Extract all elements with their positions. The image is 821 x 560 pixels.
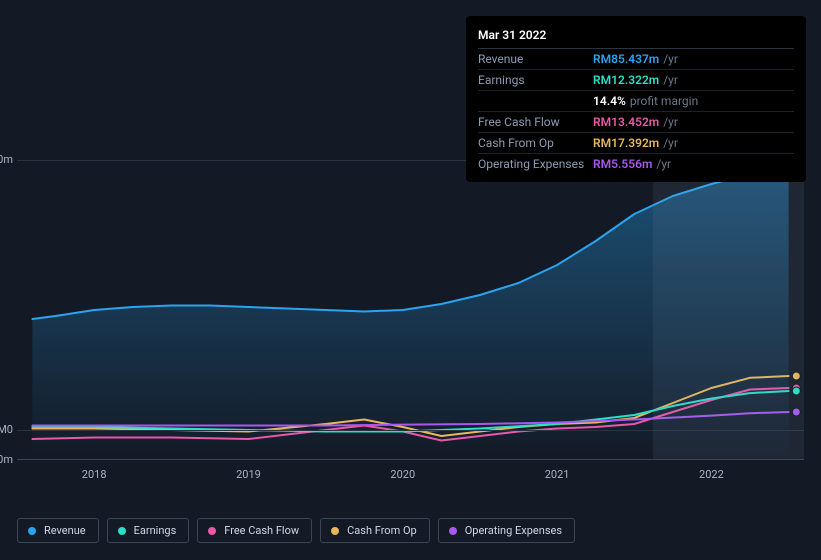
legend-marker-icon: [449, 527, 457, 535]
x-axis-label: 2020: [390, 468, 415, 481]
tooltip-row: Cash From OpRM17.392m/yr: [478, 133, 794, 154]
legend-item-operating-expenses[interactable]: Operating Expenses: [438, 518, 575, 543]
tooltip-profit-margin: 14.4%profit margin: [478, 91, 794, 112]
tooltip-row-suffix: /yr: [663, 115, 678, 129]
legend-marker-icon: [208, 527, 216, 535]
tooltip-row-label: Free Cash Flow: [478, 115, 593, 129]
tooltip-row-label: Revenue: [478, 52, 593, 66]
x-axis: 2018 2019 2020 2021 2022: [17, 468, 804, 488]
y-axis-label: RM0: [0, 423, 17, 436]
legend-marker-icon: [331, 527, 339, 535]
legend-item-label: Earnings: [134, 524, 177, 537]
legend-item-label: Revenue: [44, 524, 86, 537]
tooltip-row-label: Cash From Op: [478, 136, 593, 150]
y-axis-label: RM90m: [0, 153, 17, 166]
earnings-revenue-chart: RM90mRM0-RM10m 2018 2019 2020 2021 2022: [17, 160, 804, 488]
cursor-highlight-band: [653, 160, 804, 459]
tooltip-row: RevenueRM85.437m/yr: [478, 49, 794, 70]
tooltip-row-suffix: /yr: [663, 52, 678, 66]
legend-marker-icon: [118, 527, 126, 535]
tooltip-row-label: Operating Expenses: [478, 157, 593, 171]
legend-item-label: Cash From Op: [347, 524, 417, 537]
tooltip-rows: RevenueRM85.437m/yrEarningsRM12.322m/yr1…: [478, 49, 794, 174]
tooltip-row-label: Earnings: [478, 73, 593, 87]
tooltip-row-suffix: /yr: [663, 73, 678, 87]
x-axis-label: 2019: [236, 468, 261, 481]
tooltip-row: EarningsRM12.322m/yr: [478, 70, 794, 91]
chart-tooltip: Mar 31 2022 RevenueRM85.437m/yrEarningsR…: [466, 16, 806, 182]
legend-item-label: Operating Expenses: [465, 524, 562, 537]
x-axis-label: 2021: [545, 468, 570, 481]
legend-item-revenue[interactable]: Revenue: [17, 518, 99, 543]
tooltip-row-value: RM12.322m: [593, 73, 659, 87]
tooltip-row-value: RM5.556m: [593, 157, 652, 171]
tooltip-row-suffix: /yr: [663, 136, 678, 150]
tooltip-row-value: RM17.392m: [593, 136, 659, 150]
x-axis-label: 2018: [82, 468, 107, 481]
legend-item-label: Free Cash Flow: [224, 524, 299, 537]
chart-plot-area[interactable]: RM90mRM0-RM10m: [17, 160, 804, 460]
tooltip-row-value: RM85.437m: [593, 52, 659, 66]
tooltip-row: Operating ExpensesRM5.556m/yr: [478, 154, 794, 174]
tooltip-row: Free Cash FlowRM13.452m/yr: [478, 112, 794, 133]
tooltip-row-suffix: /yr: [656, 157, 671, 171]
legend-item-free-cash-flow[interactable]: Free Cash Flow: [197, 518, 312, 543]
chart-legend: Revenue Earnings Free Cash Flow Cash From O…: [17, 518, 575, 543]
legend-item-cash-from-op[interactable]: Cash From Op: [320, 518, 430, 543]
tooltip-row-value: RM13.452m: [593, 115, 659, 129]
legend-item-earnings[interactable]: Earnings: [107, 518, 190, 543]
x-axis-label: 2022: [699, 468, 724, 481]
legend-marker-icon: [28, 527, 36, 535]
y-axis-label: -RM10m: [0, 453, 17, 466]
tooltip-date: Mar 31 2022: [478, 24, 794, 49]
